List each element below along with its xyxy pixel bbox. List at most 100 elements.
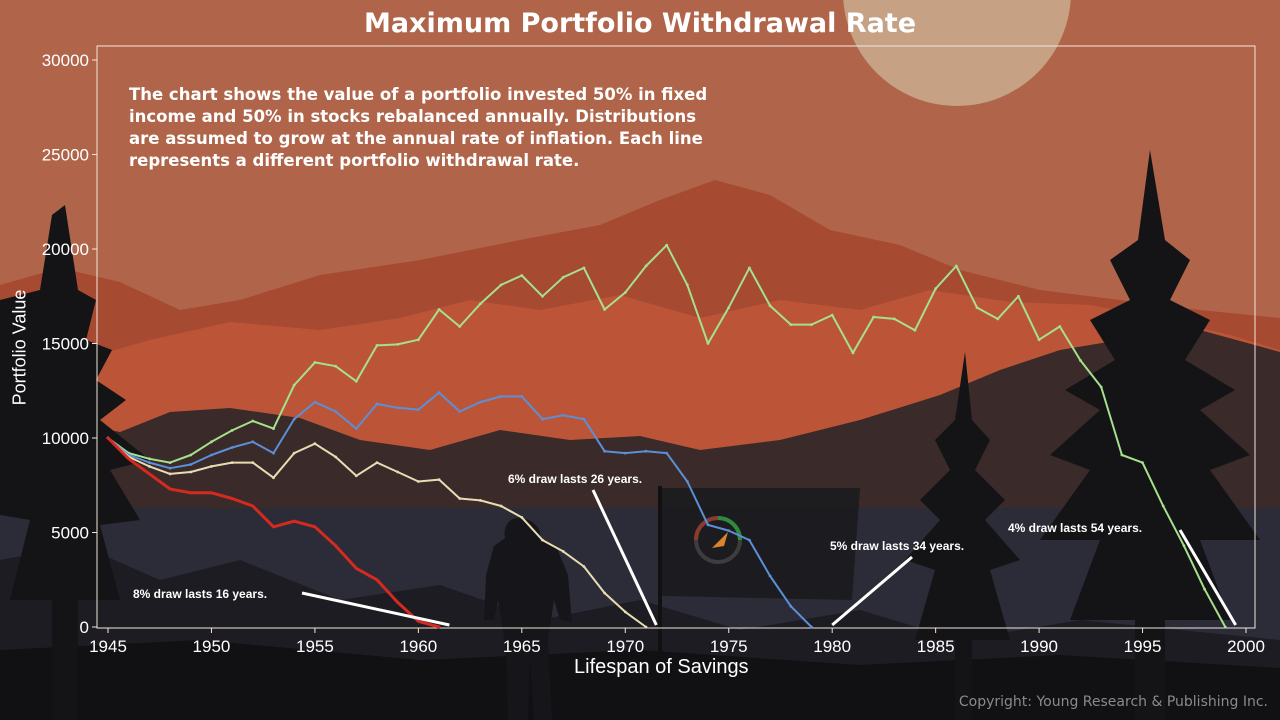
data-point-6pct	[189, 470, 193, 474]
data-point-4pct	[375, 344, 379, 347]
copyright-notice: Copyright: Young Research & Publishing I…	[958, 694, 1268, 710]
data-point-4pct	[851, 351, 855, 355]
data-point-5pct	[354, 427, 358, 430]
data-point-8pct	[168, 487, 172, 491]
data-point-4pct	[561, 275, 565, 279]
data-point-6pct	[230, 461, 234, 464]
data-point-5pct	[437, 391, 441, 394]
data-point-6pct	[561, 550, 565, 553]
data-point-6pct	[272, 476, 275, 480]
y-tick-label: 20000	[42, 240, 89, 259]
data-point-5pct	[230, 446, 234, 449]
data-point-4pct	[230, 429, 234, 432]
data-point-4pct	[479, 302, 482, 306]
data-point-4pct	[603, 308, 606, 311]
x-tick-label: 1965	[503, 637, 541, 656]
data-point-6pct	[582, 565, 586, 568]
data-point-5pct	[665, 451, 669, 455]
data-point-4pct	[892, 317, 896, 321]
data-point-5pct	[644, 449, 648, 453]
data-point-6pct	[210, 465, 213, 468]
data-point-5pct	[727, 529, 731, 532]
data-point-4pct	[334, 364, 337, 368]
data-point-5pct	[251, 440, 255, 444]
data-point-5pct	[417, 408, 420, 411]
data-point-6pct	[644, 625, 648, 629]
data-point-8pct	[272, 525, 275, 529]
data-point-4pct	[1079, 359, 1082, 362]
data-point-4pct	[975, 306, 979, 309]
flag-shape	[662, 488, 860, 600]
data-point-8pct	[396, 601, 400, 604]
x-tick-label: 1950	[193, 637, 231, 656]
data-point-8pct	[251, 504, 255, 508]
data-point-8pct	[127, 457, 131, 461]
x-tick-label: 1980	[813, 637, 851, 656]
data-point-8pct	[313, 525, 317, 529]
data-point-4pct	[396, 343, 400, 346]
data-point-6pct	[520, 516, 524, 519]
soldier-silhouette	[484, 518, 572, 720]
annotation-pointer-8pct	[301, 591, 450, 627]
data-point-8pct	[437, 625, 441, 629]
data-point-4pct	[913, 328, 917, 332]
data-point-8pct	[354, 567, 358, 570]
data-point-4pct	[1017, 294, 1020, 298]
data-point-6pct	[541, 538, 544, 542]
data-point-8pct	[334, 544, 337, 548]
x-tick-label: 1970	[606, 637, 644, 656]
data-point-4pct	[768, 304, 772, 308]
x-axis-label: Lifespan of Savings	[574, 656, 749, 678]
data-point-4pct	[1058, 325, 1062, 328]
annotation-label-6pct: 6% draw lasts 26 years.	[508, 472, 642, 486]
flag-pole	[658, 486, 662, 720]
data-point-4pct	[210, 440, 213, 444]
data-point-5pct	[189, 463, 193, 466]
y-axis-label: Portfolio Value	[9, 289, 30, 406]
data-point-5pct	[334, 410, 337, 413]
data-point-5pct	[520, 395, 524, 398]
data-point-4pct	[1161, 504, 1165, 508]
data-point-4pct	[313, 361, 317, 364]
data-point-4pct	[168, 461, 172, 464]
chart-description: The chart shows the value of a portfolio…	[129, 85, 708, 170]
annotation-label-8pct: 8% draw lasts 16 years.	[133, 587, 267, 601]
data-point-4pct	[272, 427, 275, 430]
data-point-5pct	[396, 406, 400, 410]
data-point-8pct	[375, 578, 379, 582]
plot-frame	[96, 45, 1256, 629]
data-point-8pct	[417, 619, 420, 623]
x-tick-label: 1975	[710, 637, 748, 656]
data-point-5pct	[810, 625, 813, 629]
annotations: 8% draw lasts 16 years. 6% draw lasts 26 …	[133, 472, 1237, 627]
data-point-4pct	[437, 308, 441, 311]
data-point-4pct	[830, 313, 834, 317]
data-point-5pct	[561, 413, 565, 417]
data-point-5pct	[582, 417, 586, 421]
annotation-label-4pct: 4% draw lasts 54 years.	[1008, 521, 1142, 535]
data-point-5pct	[748, 538, 751, 542]
data-point-6pct	[313, 442, 317, 446]
y-tick-label: 0	[80, 618, 89, 637]
data-point-4pct	[189, 453, 193, 457]
data-point-6pct	[458, 497, 462, 500]
data-point-4pct	[148, 457, 151, 461]
data-point-6pct	[479, 499, 482, 502]
sun-shape	[843, 0, 1071, 106]
data-point-4pct	[354, 379, 358, 383]
x-tick-label: 2000	[1227, 637, 1265, 656]
y-axis: 0 5000 10000 15000 20000 25000 30000	[42, 51, 97, 637]
data-point-8pct	[210, 491, 213, 495]
data-point-5pct	[313, 400, 317, 404]
data-point-4pct	[541, 294, 544, 298]
data-point-4pct	[417, 338, 420, 342]
annotation-pointer-4pct	[1178, 529, 1237, 626]
data-point-4pct	[1223, 625, 1227, 629]
data-point-8pct	[148, 472, 151, 476]
data-point-5pct	[210, 453, 213, 457]
data-point-4pct	[934, 287, 937, 291]
data-point-4pct	[1182, 544, 1186, 548]
data-point-4pct	[810, 323, 813, 326]
data-point-5pct	[685, 480, 689, 483]
